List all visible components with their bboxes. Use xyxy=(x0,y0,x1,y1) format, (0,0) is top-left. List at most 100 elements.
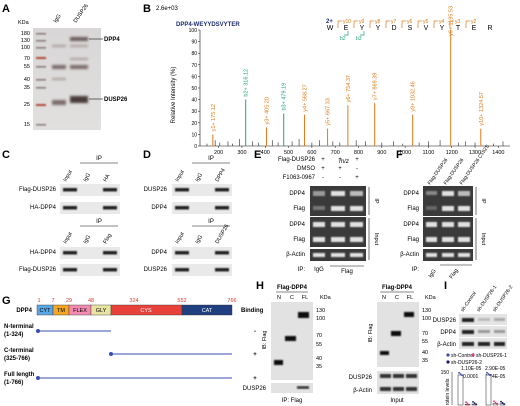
b-peak-label: y1+ 175.12 xyxy=(211,104,217,131)
i-row-dusp26: DUSP26 xyxy=(433,318,457,324)
c-top-col-ha: HA xyxy=(103,173,112,183)
g-label-cys: CYS xyxy=(140,308,152,314)
f-row-flag-ip: Flag xyxy=(407,206,419,212)
i-legend-sh2: sh-DUSP26-2 xyxy=(451,360,482,366)
h-right-input-bands xyxy=(380,374,417,391)
b-residue: W xyxy=(327,25,334,32)
h-right-marker: 100 xyxy=(422,316,431,322)
b-xtick-label: 1100 xyxy=(423,150,435,156)
b-residue: D xyxy=(391,25,396,32)
g-pos-324: 324 xyxy=(129,298,138,304)
b-peak-label: y3+ 405.20 xyxy=(264,97,270,124)
e-treat-flag-dusp26: Flag-DUSP26 xyxy=(278,157,316,163)
b-xtick-label: 1300 xyxy=(469,150,481,156)
b-y-ion: y6 xyxy=(407,19,413,25)
a-marker-180: 180 xyxy=(21,31,30,37)
i-dot xyxy=(458,371,460,374)
g-label-gly: GLY xyxy=(96,308,107,314)
i-dot xyxy=(472,401,474,403)
b-peak-label: b3+ 479.19 xyxy=(282,83,288,111)
b-peak-label: y8+ 1032.46 xyxy=(411,81,417,111)
b-residue: T xyxy=(456,25,461,32)
b-y-bracket xyxy=(369,20,374,28)
h-right-marker: 130 xyxy=(422,308,431,314)
g-domains xyxy=(36,304,233,316)
b-y-bracket xyxy=(465,20,470,28)
b-y-bracket xyxy=(337,20,342,28)
d-bottom-col-igg: IgG xyxy=(195,234,205,245)
g-construct-fl-name: Full length xyxy=(4,372,35,378)
b-peptide-title: DPP4-WEYYDSVYTER xyxy=(176,22,240,28)
h-left-markers: 130 100 70 55 40 35 xyxy=(316,308,325,370)
i-legend-sh1-dot xyxy=(471,353,475,357)
i-dot xyxy=(475,403,477,406)
a-marker-40: 40 xyxy=(24,77,30,83)
b-y-ion: y7 xyxy=(391,19,397,25)
h-right-kda: KDa xyxy=(425,295,437,301)
i-dot xyxy=(500,400,502,403)
h-left-dusp26-band xyxy=(297,386,309,389)
i-dot xyxy=(494,401,497,404)
panel-label-c: C xyxy=(2,149,10,161)
g-pos-7: 7 xyxy=(51,298,54,304)
c-top-row-flag-dusp26: Flag-DUSP26 xyxy=(19,187,57,193)
b-xtick-label: 1400 xyxy=(492,150,504,156)
h-left-col-c: C xyxy=(290,295,294,301)
a-band-dpp4: DPP4 xyxy=(104,37,120,43)
i-bar xyxy=(471,403,478,406)
i-dot xyxy=(468,403,470,406)
a-dusp26-lane xyxy=(70,37,88,103)
g-construct-c-range: (325-766) xyxy=(4,356,30,362)
i-legend-sh1: sh-DUSP26-1 xyxy=(476,353,507,359)
i-row-actin: β-Actin xyxy=(437,342,456,348)
b-xtick-label: 300 xyxy=(237,150,246,156)
i-dot xyxy=(501,401,504,404)
h-left-title: Flag-DPP4 xyxy=(277,285,308,291)
h-right-title: Flag-DPP4 xyxy=(382,285,413,291)
f-row-dpp4-ip: DPP4 xyxy=(403,191,419,197)
f-input-side: Input xyxy=(480,233,486,246)
f-ip-igg: IgG xyxy=(428,268,438,279)
b-residue: Y xyxy=(376,25,381,32)
e-sign: + xyxy=(338,157,342,163)
b-residue: S xyxy=(408,25,413,32)
panel-label-d: D xyxy=(143,149,151,161)
d-bottom-col-input: Input xyxy=(175,231,187,245)
a-marker-55: 55 xyxy=(24,64,30,70)
b-ytick-label: 80 xyxy=(191,51,197,57)
e-ip-flag: Flag xyxy=(341,269,353,275)
h-left-marker: 40 xyxy=(316,356,322,362)
h-right-input: Input xyxy=(390,398,404,404)
b-residue: E xyxy=(472,25,477,32)
i-dot xyxy=(503,403,505,405)
h-left-kda: KDa xyxy=(320,295,332,301)
b-ytick-label: 0 xyxy=(194,144,197,150)
i-dot xyxy=(459,373,462,375)
i-pval-3: 2.90E-05 xyxy=(485,366,506,372)
h-right-marker: 70 xyxy=(422,331,428,337)
i-dot xyxy=(496,402,498,405)
e-row-dpp4-ip: DPP4 xyxy=(289,191,305,197)
g-binding: Binding xyxy=(241,308,264,314)
b-xtick-label: 500 xyxy=(284,150,293,156)
a-col-igg: IgG xyxy=(53,13,63,24)
c-top-ip: IP xyxy=(96,156,102,162)
i-legend-sh2-dot xyxy=(446,360,450,364)
h-left-col-fl: FL xyxy=(302,295,308,301)
b-xtick-label: 800 xyxy=(354,150,363,156)
a-marker-35: 35 xyxy=(24,85,30,91)
panel-label-f: F xyxy=(396,149,403,161)
h-right-col-fl: FL xyxy=(407,295,413,301)
d-top-row-dpp4: DPP4 xyxy=(151,205,167,211)
a-marker-15: 15 xyxy=(24,122,30,128)
g-pos-552: 552 xyxy=(177,298,186,304)
g-domain-labels: CYT TM FLEX GLY CYS CAT xyxy=(40,308,213,314)
e-ip-igg: IgG xyxy=(314,267,324,273)
i-row-dpp4: DPP4 xyxy=(440,330,456,336)
b-y-ion: y9 xyxy=(359,19,365,25)
i-dot xyxy=(466,402,469,405)
b-y-ion: y10 xyxy=(343,19,351,25)
g-pos-29: 29 xyxy=(66,298,72,304)
